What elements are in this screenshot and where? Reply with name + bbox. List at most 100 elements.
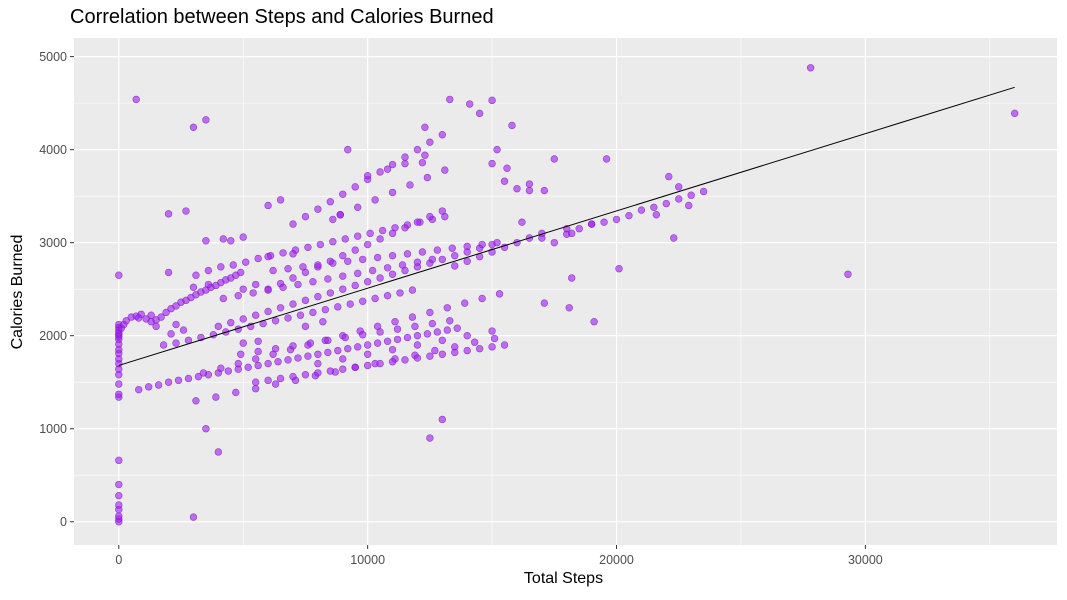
data-point bbox=[189, 513, 198, 521]
x-axis-ticks: 0 10000 20000 30000 bbox=[115, 545, 883, 567]
data-point bbox=[475, 109, 484, 118]
data-point bbox=[358, 255, 367, 264]
data-point bbox=[276, 196, 285, 204]
data-point bbox=[411, 322, 419, 331]
data-point bbox=[279, 249, 287, 257]
data-point bbox=[388, 188, 397, 197]
data-point bbox=[115, 390, 123, 398]
data-point bbox=[289, 300, 297, 308]
data-point bbox=[184, 374, 193, 383]
data-point bbox=[301, 371, 310, 379]
data-point bbox=[550, 155, 559, 163]
data-point bbox=[401, 159, 409, 168]
data-point bbox=[264, 307, 272, 316]
data-point bbox=[662, 199, 670, 208]
data-point bbox=[154, 381, 163, 389]
data-point bbox=[351, 281, 359, 290]
data-point bbox=[202, 116, 210, 124]
data-point bbox=[446, 95, 454, 104]
data-point bbox=[227, 318, 235, 327]
data-point bbox=[478, 240, 486, 249]
data-point bbox=[376, 168, 384, 176]
data-point bbox=[670, 234, 678, 242]
grid-minor bbox=[74, 38, 1057, 545]
data-point bbox=[358, 331, 367, 339]
data-point bbox=[339, 190, 347, 198]
data-point bbox=[495, 290, 504, 298]
x-tick-label: 10000 bbox=[350, 553, 385, 567]
data-point bbox=[214, 448, 223, 456]
data-point bbox=[358, 297, 367, 305]
data-point bbox=[316, 240, 325, 249]
data-point bbox=[301, 212, 310, 221]
x-tick-label: 0 bbox=[115, 553, 122, 567]
data-point bbox=[451, 251, 459, 260]
data-point bbox=[675, 195, 683, 203]
data-point bbox=[684, 201, 693, 210]
data-point bbox=[159, 341, 168, 349]
data-point bbox=[378, 226, 387, 235]
data-point bbox=[251, 385, 260, 393]
data-point bbox=[428, 255, 437, 264]
data-point bbox=[122, 317, 130, 325]
data-point bbox=[144, 383, 153, 391]
data-point bbox=[264, 376, 272, 385]
data-point bbox=[314, 350, 322, 358]
data-point bbox=[423, 330, 432, 338]
data-point bbox=[304, 243, 312, 252]
data-point bbox=[271, 345, 280, 353]
data-point bbox=[301, 296, 310, 305]
data-point bbox=[699, 187, 708, 196]
data-point bbox=[612, 215, 621, 224]
data-point bbox=[493, 238, 501, 247]
data-point bbox=[344, 145, 352, 154]
data-point bbox=[339, 251, 347, 260]
data-point bbox=[493, 145, 501, 154]
data-point bbox=[264, 359, 272, 368]
data-point bbox=[488, 96, 496, 105]
data-point bbox=[319, 318, 327, 326]
x-tick-label: 20000 bbox=[599, 553, 634, 567]
data-point bbox=[189, 123, 198, 132]
data-point bbox=[314, 261, 322, 269]
data-point bbox=[428, 319, 437, 328]
data-point bbox=[314, 359, 322, 368]
data-point bbox=[239, 315, 247, 323]
data-point bbox=[602, 155, 611, 163]
data-point bbox=[289, 250, 297, 258]
data-point bbox=[276, 374, 285, 383]
data-point bbox=[383, 337, 392, 345]
data-point bbox=[294, 280, 302, 289]
data-point bbox=[251, 311, 260, 319]
data-point bbox=[408, 286, 417, 294]
data-point bbox=[212, 393, 220, 401]
data-point bbox=[396, 289, 404, 297]
data-point bbox=[294, 354, 302, 362]
data-point bbox=[254, 347, 262, 356]
data-point bbox=[500, 177, 509, 185]
data-point bbox=[341, 333, 349, 342]
data-point bbox=[376, 235, 384, 243]
data-point bbox=[540, 299, 549, 307]
data-point bbox=[164, 268, 173, 277]
data-point bbox=[324, 336, 332, 345]
data-point bbox=[575, 225, 583, 233]
data-point bbox=[271, 317, 280, 325]
data-point bbox=[254, 361, 262, 370]
data-point bbox=[254, 254, 262, 263]
data-point bbox=[388, 251, 397, 260]
data-point bbox=[401, 356, 409, 364]
data-point bbox=[438, 207, 447, 215]
data-point bbox=[314, 369, 322, 377]
data-point bbox=[665, 172, 673, 181]
data-point bbox=[470, 338, 479, 346]
data-point bbox=[388, 160, 397, 169]
data-point bbox=[388, 345, 397, 354]
data-point bbox=[329, 215, 337, 224]
data-point bbox=[299, 263, 307, 271]
chart-title: Correlation between Steps and Calories B… bbox=[70, 6, 494, 28]
data-point bbox=[423, 173, 432, 182]
y-tick-label: 2000 bbox=[39, 329, 67, 343]
trend-line bbox=[118, 86, 1015, 366]
